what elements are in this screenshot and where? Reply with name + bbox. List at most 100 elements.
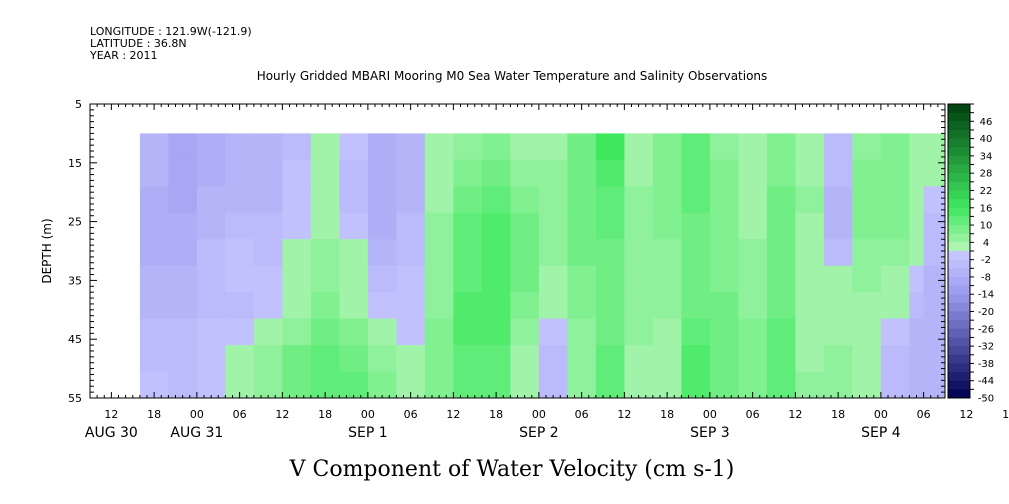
heatmap-cell xyxy=(396,186,426,214)
heatmap-cell xyxy=(795,318,825,346)
heatmap-cell xyxy=(481,159,511,187)
heatmap-cell xyxy=(310,212,340,240)
heatmap-cell xyxy=(424,371,454,398)
colorbar-label: 22 xyxy=(980,186,993,197)
colorbar-swatch xyxy=(948,104,970,114)
heatmap-cell xyxy=(681,133,711,161)
colorbar-label: 16 xyxy=(980,203,993,214)
heatmap-cell xyxy=(923,212,945,240)
heatmap-cell xyxy=(453,292,483,320)
heatmap-cell xyxy=(652,265,682,293)
chart-title: Hourly Gridded MBARI Mooring M0 Sea Wate… xyxy=(257,69,768,83)
colorbar-swatch xyxy=(948,173,970,183)
heatmap-cell xyxy=(367,345,397,373)
heatmap-cell xyxy=(567,186,597,214)
heatmap-cell xyxy=(282,212,312,240)
x-tick-label: 18 xyxy=(489,408,503,421)
colorbar-swatch xyxy=(948,268,970,278)
colorbar-swatch xyxy=(948,121,970,131)
heatmap-cell xyxy=(339,239,369,267)
heatmap-cell xyxy=(923,292,945,320)
heatmap-cell xyxy=(709,133,739,161)
heatmap-cell xyxy=(738,212,768,240)
heatmap-cell xyxy=(738,345,768,373)
heatmap-cell xyxy=(396,239,426,267)
heatmap-cell xyxy=(652,133,682,161)
heatmap-cell xyxy=(624,345,654,373)
heatmap-cell xyxy=(624,239,654,267)
heatmap-cell xyxy=(852,292,882,320)
x-axis: 12 18 00 06 12 18 00 06 12 18 00 06 12 18 00 06 12 18 00 06… xyxy=(85,104,1009,441)
heatmap-cell xyxy=(709,318,739,346)
colorbar-swatch xyxy=(948,320,970,330)
heatmap-cell xyxy=(567,318,597,346)
x-date-label: SEP 4 xyxy=(861,425,901,441)
colorbar-swatch xyxy=(948,311,970,321)
heatmap-cell xyxy=(139,133,169,161)
x-tick-label: 00 xyxy=(874,408,888,421)
heatmap-cell xyxy=(225,265,255,293)
heatmap-cell xyxy=(909,345,925,373)
heatmap-cell xyxy=(510,133,540,161)
heatmap-cell xyxy=(396,318,426,346)
x-date-label: SEP 1 xyxy=(348,425,388,441)
heatmap-cell xyxy=(310,239,340,267)
heatmap-cell xyxy=(766,239,796,267)
heatmap-cell xyxy=(225,186,255,214)
heatmap-cell xyxy=(595,371,625,398)
colorbar-swatch xyxy=(948,112,970,122)
heatmap-cell xyxy=(453,265,483,293)
heatmap-cell xyxy=(624,159,654,187)
x-tick-label: 00 xyxy=(532,408,546,421)
x-tick-label: 18 xyxy=(660,408,674,421)
heatmap-cell xyxy=(225,133,255,161)
heatmap-cell xyxy=(367,371,397,398)
heatmap-cell xyxy=(310,292,340,320)
x-tick-label: 06 xyxy=(746,408,760,421)
heatmap-cell xyxy=(738,318,768,346)
heatmap-cell xyxy=(823,345,853,373)
x-tick-label: 00 xyxy=(190,408,204,421)
heatmap-cell xyxy=(339,371,369,398)
colorbar-swatch xyxy=(948,276,970,287)
heatmap-cell xyxy=(168,186,198,214)
heatmap-cell xyxy=(453,318,483,346)
heatmap-cell xyxy=(681,239,711,267)
heatmap-cell xyxy=(139,318,169,346)
heatmap-cell xyxy=(823,133,853,161)
heatmap-cell xyxy=(253,239,283,267)
heatmap-cell xyxy=(909,318,925,346)
heatmap-cell xyxy=(510,159,540,187)
heatmap-cell xyxy=(652,212,682,240)
heatmap-cell xyxy=(396,265,426,293)
x-tick-label: 12 xyxy=(104,408,118,421)
colorbar-swatch xyxy=(948,259,970,269)
heatmap-cell xyxy=(225,159,255,187)
heatmap-cell xyxy=(766,318,796,346)
heatmap-cell xyxy=(595,186,625,214)
heatmap-cell xyxy=(339,212,369,240)
colorbar-label: -8 xyxy=(981,272,991,283)
heatmap-cell xyxy=(624,133,654,161)
x-tick-label: 12 xyxy=(446,408,460,421)
heatmap-cell xyxy=(738,159,768,187)
heatmap-cell xyxy=(852,186,882,214)
heatmap-cell xyxy=(852,265,882,293)
year-label: YEAR : 2011 xyxy=(90,49,158,62)
colorbar-label: -32 xyxy=(978,342,994,353)
heatmap-cell xyxy=(339,265,369,293)
colorbar-swatch xyxy=(948,138,970,148)
heatmap-cell xyxy=(367,292,397,320)
y-tick-label: 25 xyxy=(68,216,82,229)
heatmap-cell xyxy=(453,371,483,398)
heatmap-cell xyxy=(253,212,283,240)
heatmap-cell xyxy=(880,186,910,214)
x-date-label: SEP 3 xyxy=(690,425,730,441)
colorbar-label: -44 xyxy=(978,376,994,387)
colorbar-label: -26 xyxy=(978,324,994,335)
heatmap-cell xyxy=(168,265,198,293)
x-date-label: AUG 30 xyxy=(85,425,138,441)
heatmap-cell xyxy=(168,239,198,267)
heatmap-cell xyxy=(253,265,283,293)
